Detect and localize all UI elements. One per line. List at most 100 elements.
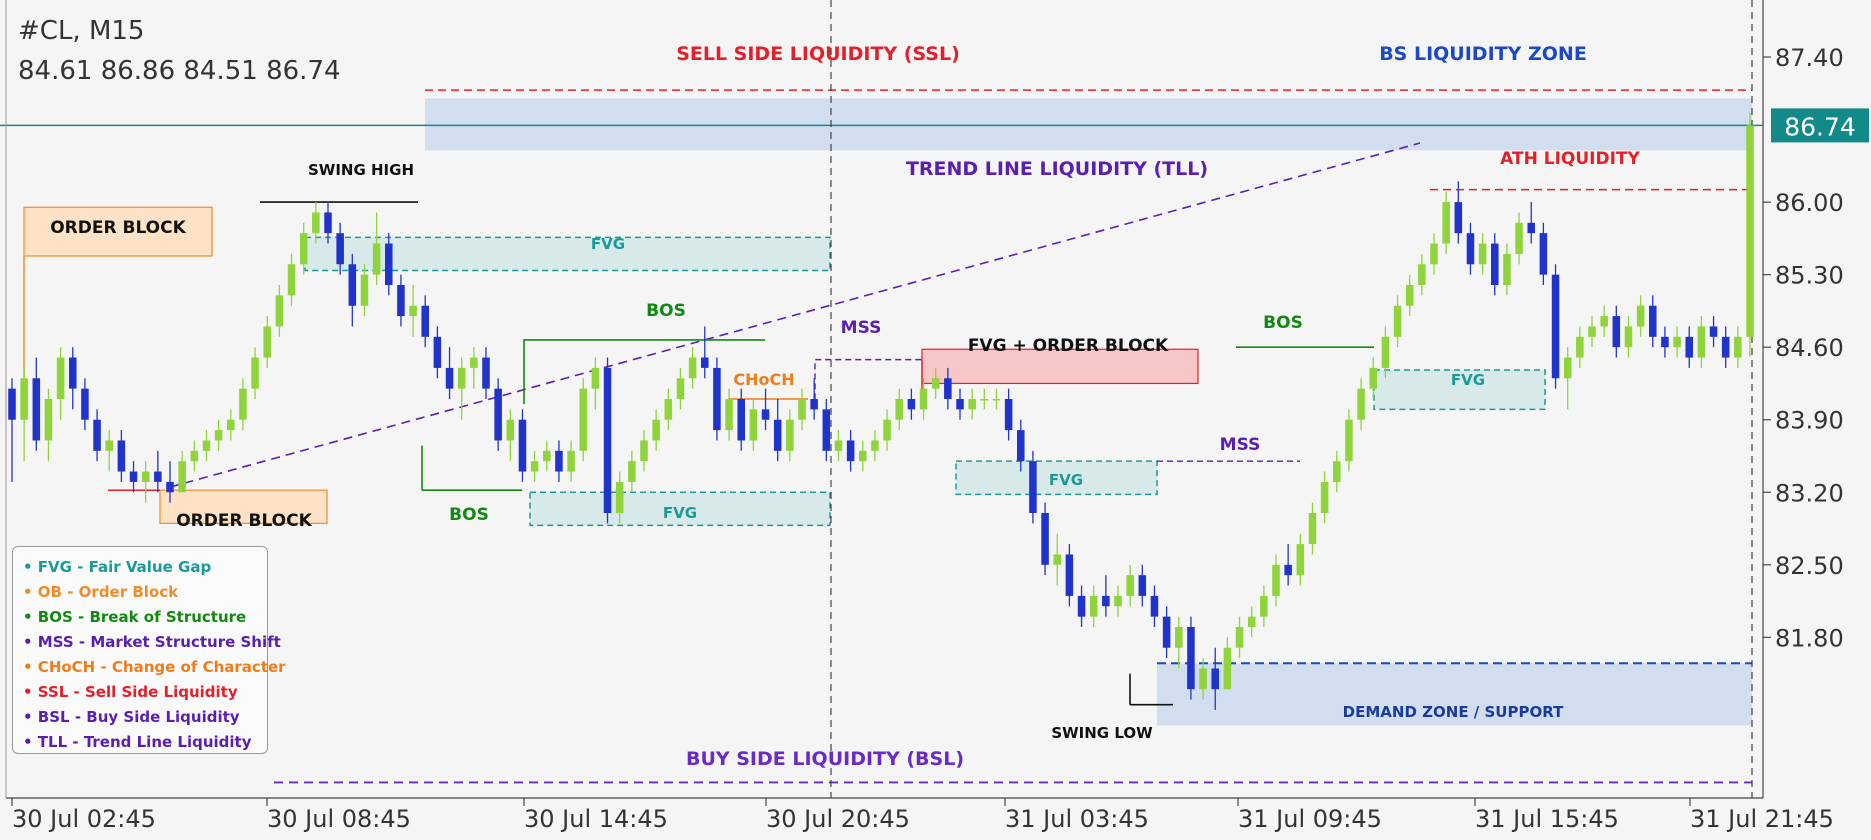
candle-body xyxy=(1041,513,1049,565)
candle-body xyxy=(32,378,41,441)
y-tick-label: 85.30 xyxy=(1775,262,1844,290)
legend-item: • BSL - Buy Side Liquidity xyxy=(23,708,240,726)
candle-body xyxy=(1636,305,1645,327)
mss-label-2: MSS xyxy=(1220,435,1261,455)
candle-body xyxy=(1563,357,1572,379)
choch-label: CHoCH xyxy=(733,370,794,389)
bos-line-2 xyxy=(523,339,765,405)
x-tick-label: 30 Jul 02:45 xyxy=(12,805,156,833)
mss-line-1 xyxy=(814,358,922,410)
bs-liquidity-zone xyxy=(425,98,1752,151)
candle-body xyxy=(676,378,685,399)
candle-body xyxy=(1624,326,1633,348)
fvg-order-block-box xyxy=(921,348,1199,385)
candle-body xyxy=(470,357,478,368)
candle-body xyxy=(141,471,150,482)
candle-body xyxy=(1247,616,1256,627)
candle-body xyxy=(579,388,587,451)
candle-body xyxy=(1661,336,1669,348)
fvg-label-3: FVG xyxy=(1049,471,1083,489)
order-block-box-2 xyxy=(159,489,328,524)
candle-body xyxy=(1162,616,1171,648)
candle-body xyxy=(956,399,964,410)
candle-body xyxy=(543,450,551,462)
legend-item: • FVG - Fair Value Gap xyxy=(23,558,212,576)
candle-body xyxy=(445,367,454,389)
candle-body xyxy=(214,430,223,441)
y-tick-label: 87.40 xyxy=(1775,44,1844,72)
candle-body xyxy=(1211,668,1219,690)
candle-body xyxy=(1053,554,1061,565)
swing-low-label: SWING LOW xyxy=(1051,724,1153,742)
candle-body xyxy=(1515,222,1523,254)
legend-item: • BOS - Break of Structure xyxy=(23,608,247,626)
candle-body xyxy=(227,419,235,431)
demand-zone-label: DEMAND ZONE / SUPPORT xyxy=(1343,703,1564,721)
y-tick-label: 84.60 xyxy=(1775,334,1844,362)
candle-body xyxy=(1308,513,1317,545)
fvg-label-1: FVG xyxy=(591,235,625,253)
candle-body xyxy=(1551,274,1560,379)
y-tick-label: 82.50 xyxy=(1775,552,1844,580)
candles-layer xyxy=(8,112,1754,710)
candle-body xyxy=(1673,336,1681,348)
candle-body xyxy=(1442,202,1450,244)
candle-body xyxy=(1746,125,1754,337)
legend-panel: • FVG - Fair Value Gap • OB - Order Block… xyxy=(12,546,286,754)
candle-body xyxy=(348,264,357,306)
candle-body xyxy=(688,357,697,379)
candle-body xyxy=(1065,554,1074,596)
candle-body xyxy=(1017,430,1025,462)
candle-body xyxy=(336,233,344,265)
symbol-label: #CL, M15 xyxy=(18,16,145,46)
candle-body xyxy=(664,399,673,420)
candle-body xyxy=(895,399,903,420)
candle-body xyxy=(299,233,308,265)
candle-body xyxy=(129,471,138,482)
candle-body xyxy=(506,419,515,441)
candle-body xyxy=(154,471,162,482)
candle-body xyxy=(1721,336,1730,358)
candle-body xyxy=(1187,627,1195,690)
fvg-zone-1 xyxy=(304,236,831,272)
bos-label-1: BOS xyxy=(449,505,489,525)
candle-body xyxy=(615,481,624,513)
ssl-label: SELL SIDE LIQUIDITY (SSL) xyxy=(676,43,960,65)
candle-body xyxy=(1029,461,1037,513)
candle-body xyxy=(640,440,648,462)
candle-body xyxy=(166,481,174,493)
candle-body xyxy=(555,450,563,472)
candle-body xyxy=(1709,326,1718,337)
candle-body xyxy=(1576,336,1584,358)
candle-body xyxy=(628,461,636,482)
candle-body xyxy=(1454,202,1463,234)
y-tick-label: 83.90 xyxy=(1775,407,1844,435)
y-tick-label: 86.00 xyxy=(1775,189,1844,217)
order-block-label-2: ORDER BLOCK xyxy=(176,511,312,531)
candle-body xyxy=(385,243,393,285)
candle-body xyxy=(1649,305,1657,337)
candle-body xyxy=(1369,367,1377,389)
bos-label-3: BOS xyxy=(1263,313,1303,333)
ohlc-readout: 84.61 86.86 84.51 86.74 xyxy=(18,56,341,86)
candle-body xyxy=(494,388,502,441)
candle-body xyxy=(919,388,928,410)
candle-body xyxy=(324,212,332,234)
candle-body xyxy=(1491,243,1499,285)
demand-zone xyxy=(1157,663,1752,726)
candle-body xyxy=(713,367,721,431)
candle-body xyxy=(1284,564,1292,576)
candle-body xyxy=(798,399,806,420)
candle-body xyxy=(518,419,527,472)
candle-body xyxy=(1466,233,1475,265)
candle-body xyxy=(859,450,867,462)
candle-body xyxy=(81,388,89,420)
candle-body xyxy=(239,388,247,420)
candle-body xyxy=(178,461,186,493)
candle-body xyxy=(372,243,381,275)
candle-body xyxy=(652,419,660,441)
candle-body xyxy=(312,212,320,234)
legend-item: • TLL - Trend Line Liquidity xyxy=(23,733,252,751)
candle-body xyxy=(907,399,916,410)
